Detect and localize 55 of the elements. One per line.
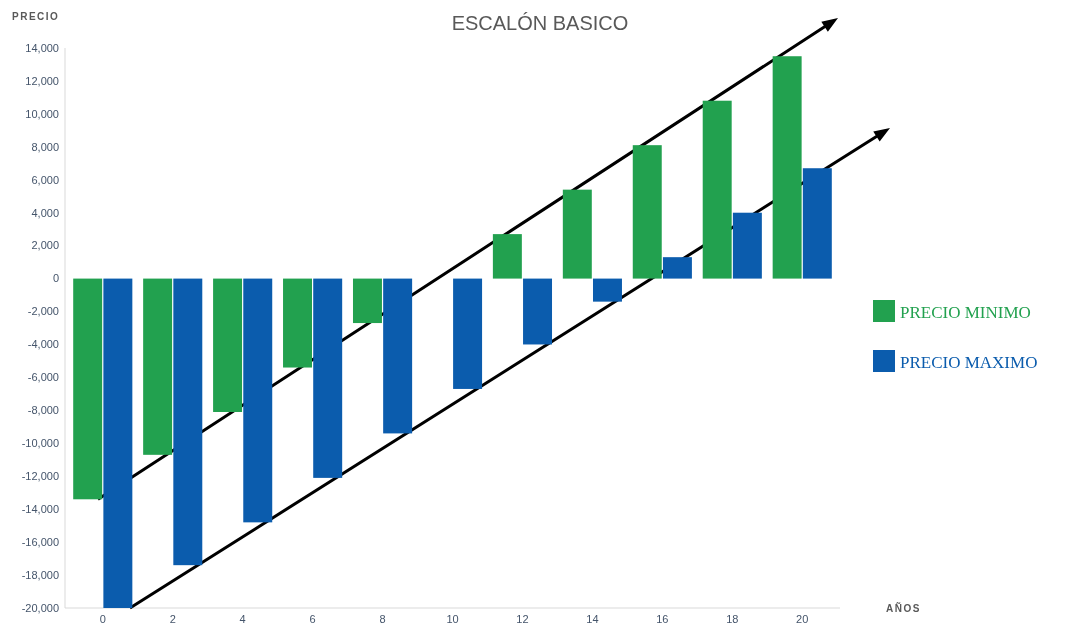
- bar: [243, 278, 273, 523]
- x-tick-label: 18: [726, 613, 739, 625]
- x-tick-label: 4: [239, 613, 246, 625]
- y-tick-label: -8,000: [27, 404, 59, 417]
- y-tick-label: -4,000: [27, 338, 59, 351]
- x-tick-label: 14: [586, 613, 599, 625]
- y-tick-label: -14,000: [21, 503, 59, 516]
- x-tick-label: 6: [309, 613, 316, 625]
- chart-title: ESCALÓN BASICO: [451, 12, 629, 34]
- y-tick-label: -12,000: [21, 470, 59, 483]
- bar: [103, 278, 133, 608]
- x-axis-title: AÑOS: [886, 602, 921, 614]
- y-tick-label: 2,000: [31, 239, 59, 252]
- y-tick-label: -6,000: [27, 371, 59, 384]
- bar: [173, 278, 203, 566]
- bar: [732, 212, 762, 279]
- x-tick-label: 12: [516, 613, 529, 625]
- bar: [593, 278, 622, 302]
- y-tick-label: 6,000: [31, 173, 59, 186]
- bar: [523, 278, 553, 345]
- y-tick-label: -2,000: [27, 305, 59, 318]
- x-tick-label: 20: [796, 613, 809, 625]
- y-tick-label: 8,000: [31, 140, 59, 153]
- bar: [383, 278, 413, 434]
- y-tick-label: 4,000: [31, 206, 59, 219]
- bar: [802, 168, 832, 279]
- y-tick-label: -20,000: [21, 601, 59, 614]
- legend-label: PRECIO MINIMO: [900, 303, 1031, 322]
- bar: [702, 100, 732, 279]
- bar: [453, 278, 483, 389]
- x-tick-label: 10: [446, 613, 459, 625]
- legend-label: PRECIO MAXIMO: [900, 353, 1038, 372]
- bar: [283, 278, 312, 368]
- y-tick-label: 0: [52, 272, 59, 285]
- bar: [632, 145, 662, 279]
- bar: [562, 189, 592, 279]
- bar: [73, 278, 103, 500]
- bar: [492, 234, 522, 279]
- x-tick-label: 2: [169, 613, 176, 625]
- bar: [772, 56, 802, 279]
- y-tick-label: 14,000: [25, 41, 59, 54]
- bar: [352, 278, 382, 324]
- y-tick-label: -10,000: [21, 437, 59, 450]
- x-tick-label: 8: [379, 613, 386, 625]
- y-tick-label: 12,000: [25, 74, 59, 87]
- y-tick-label: -16,000: [21, 535, 59, 548]
- bar: [313, 278, 343, 478]
- bar: [143, 278, 173, 455]
- x-tick-label: 0: [99, 613, 106, 625]
- y-axis-title: PRECIO: [12, 11, 60, 22]
- x-tick-label: 16: [656, 613, 669, 625]
- y-tick-label: 10,000: [25, 107, 59, 120]
- bar: [662, 257, 692, 279]
- bar: [213, 278, 243, 412]
- y-tick-label: -18,000: [21, 568, 59, 581]
